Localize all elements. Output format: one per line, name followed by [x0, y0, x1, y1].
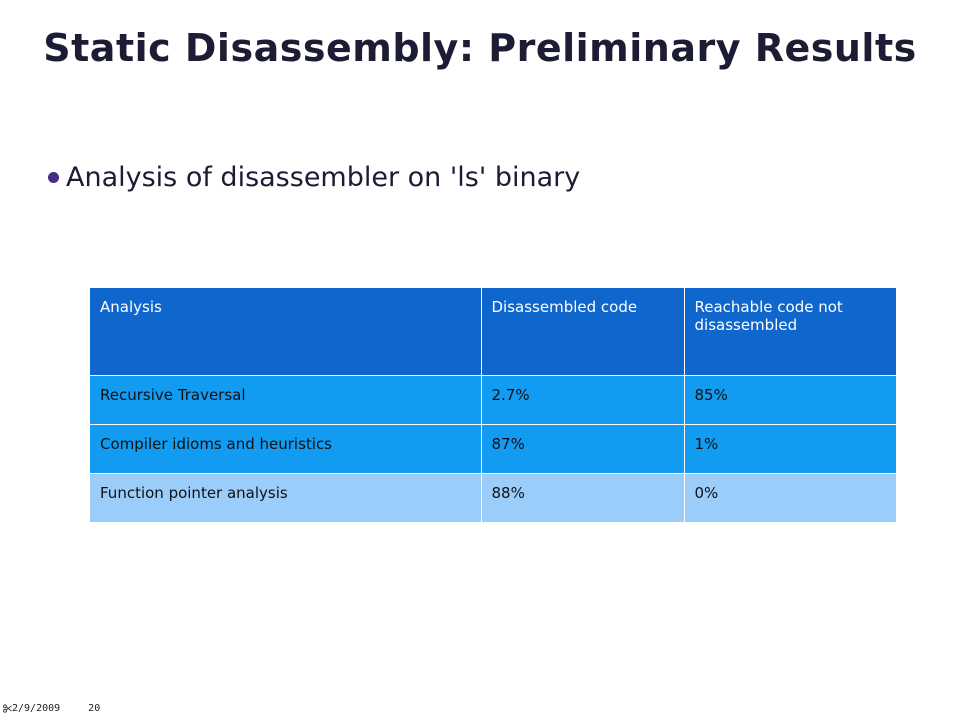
table-row: Recursive Traversal 2.7% 85%	[90, 375, 896, 425]
header-disassembled-code: Disassembled code	[481, 288, 685, 376]
footer-date: 2/9/2009	[12, 703, 61, 714]
slide-footer: 2/9/2009 20	[3, 703, 100, 714]
header-reachable-not-disassembled: Reachable code not disassembled	[684, 288, 896, 376]
table-row: Compiler idioms and heuristics 87% 1%	[90, 424, 896, 474]
results-table: Analysis Disassembled code Reachable cod…	[90, 288, 896, 523]
table-row: Function pointer analysis 88% 0%	[90, 473, 896, 523]
cell-analysis: Recursive Traversal	[90, 375, 482, 425]
cell-not-disassembled: 85%	[684, 375, 896, 425]
footer-page-number: 20	[88, 703, 101, 714]
cell-disassembled: 88%	[481, 473, 685, 523]
bullet-item: Analysis of disassembler on 'ls' binary	[48, 162, 580, 193]
header-analysis: Analysis	[90, 288, 482, 376]
table-header-row: Analysis Disassembled code Reachable cod…	[90, 288, 896, 376]
scissors-icon	[3, 704, 12, 713]
bullet-text: Analysis of disassembler on 'ls' binary	[66, 162, 581, 193]
cell-not-disassembled: 1%	[684, 424, 896, 474]
cell-disassembled: 2.7%	[481, 375, 685, 425]
cell-not-disassembled: 0%	[684, 473, 896, 523]
cell-analysis: Function pointer analysis	[90, 473, 482, 523]
bullet-dot-icon	[48, 172, 59, 183]
cell-disassembled: 87%	[481, 424, 685, 474]
cell-analysis: Compiler idioms and heuristics	[90, 424, 482, 474]
slide-title: Static Disassembly: Preliminary Results	[43, 26, 917, 70]
